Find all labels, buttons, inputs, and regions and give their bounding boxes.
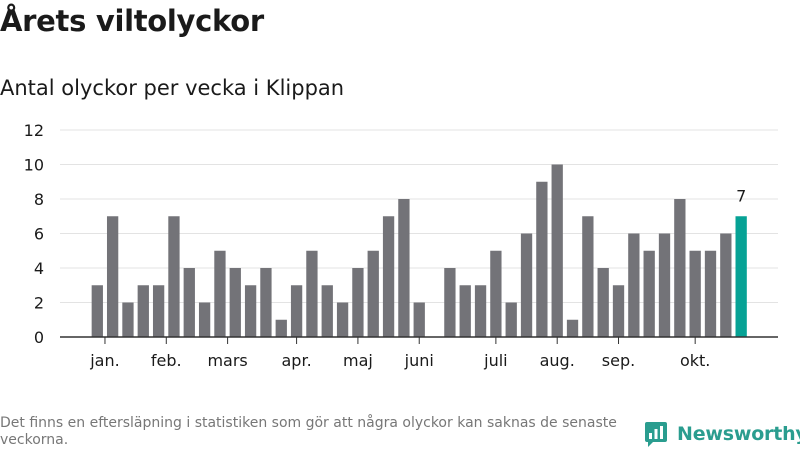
bar-week-13: [275, 319, 287, 337]
bar-week-43: [735, 216, 747, 337]
x-tick-label: jan.: [89, 351, 119, 370]
x-tick-label: sep.: [602, 351, 635, 370]
bar-week-37: [643, 250, 655, 337]
bar-week-1: [91, 285, 103, 337]
bar-week-28: [505, 302, 517, 337]
bar-week-33: [582, 216, 594, 337]
bar-week-27: [490, 250, 502, 337]
x-tick-label: juni: [404, 351, 434, 370]
bar-week-26: [474, 285, 487, 337]
bar-week-22: [413, 302, 425, 337]
bar-week-6: [168, 216, 180, 337]
bar-week-10: [229, 268, 241, 337]
y-tick-label: 8: [34, 190, 44, 209]
bar-week-2: [106, 216, 119, 337]
x-tick-label: feb.: [151, 351, 182, 370]
bar-week-16: [321, 285, 333, 337]
y-tick-label: 2: [34, 294, 44, 313]
x-tick-label: aug.: [540, 351, 575, 370]
highlight-data-label: 7: [736, 186, 746, 205]
bar-week-38: [658, 233, 671, 337]
brand[interactable]: Newsworthy: [644, 419, 800, 449]
bar-week-35: [612, 285, 625, 337]
y-tick-label: 6: [34, 225, 44, 244]
x-tick-label: mars: [207, 351, 247, 370]
bar-week-25: [459, 285, 471, 337]
weekly-accidents-bar-chart: 0 2 4 6 8 10 12 jan. feb. mars apr. maj juni juli aug…: [24, 121, 778, 370]
y-tick-label: 10: [24, 156, 44, 175]
bar-week-41: [704, 250, 717, 337]
x-tick-label: apr.: [282, 351, 312, 370]
bar-week-34: [597, 268, 609, 337]
x-tick-label: juli: [483, 351, 507, 370]
bar-week-14: [290, 285, 303, 337]
data-labels: 7: [736, 186, 746, 205]
x-axis-ticks: jan. feb. mars apr. maj juni juli aug. sep. okt.: [89, 337, 710, 370]
chart-subtitle: Antal olyckor per vecka i Klippan: [0, 76, 345, 100]
gridlines: [60, 129, 778, 303]
page-title: Årets viltolyckor: [0, 4, 264, 38]
bar-week-19: [367, 250, 379, 337]
bar-week-8: [198, 302, 211, 337]
bar-week-24: [444, 268, 456, 337]
x-tick-label: maj: [343, 351, 373, 370]
newsworthy-chart-icon: [645, 422, 667, 447]
bar-week-21: [398, 199, 410, 337]
bar-week-9: [214, 250, 226, 337]
bar-week-32: [566, 319, 579, 337]
bar-week-20: [382, 216, 395, 337]
bar-week-18: [352, 268, 364, 337]
bar-week-15: [306, 250, 318, 337]
bar-week-29: [520, 233, 533, 337]
bar-week-36: [628, 233, 640, 337]
y-tick-label: 0: [34, 328, 44, 347]
bar-week-12: [260, 268, 272, 337]
bar-week-11: [244, 285, 257, 337]
bar-week-42: [720, 233, 732, 337]
bar-week-30: [536, 181, 548, 337]
bar-week-40: [689, 250, 701, 337]
bar-week-5: [152, 285, 165, 337]
x-tick-label: okt.: [680, 351, 710, 370]
bar-week-3: [122, 302, 134, 337]
bar-week-31: [551, 164, 563, 337]
bar-week-39: [674, 199, 686, 337]
y-tick-label: 12: [24, 121, 44, 140]
brand-name: Newsworthy: [677, 423, 800, 445]
footnote: Det finns en eftersläpning i statistiken…: [0, 415, 617, 448]
bar-week-7: [183, 268, 195, 337]
bar-week-4: [137, 285, 149, 337]
y-axis-ticks: 0 2 4 6 8 10 12: [24, 121, 44, 347]
bar-week-17: [336, 302, 349, 337]
y-tick-label: 4: [34, 259, 44, 278]
bars: [91, 164, 747, 337]
